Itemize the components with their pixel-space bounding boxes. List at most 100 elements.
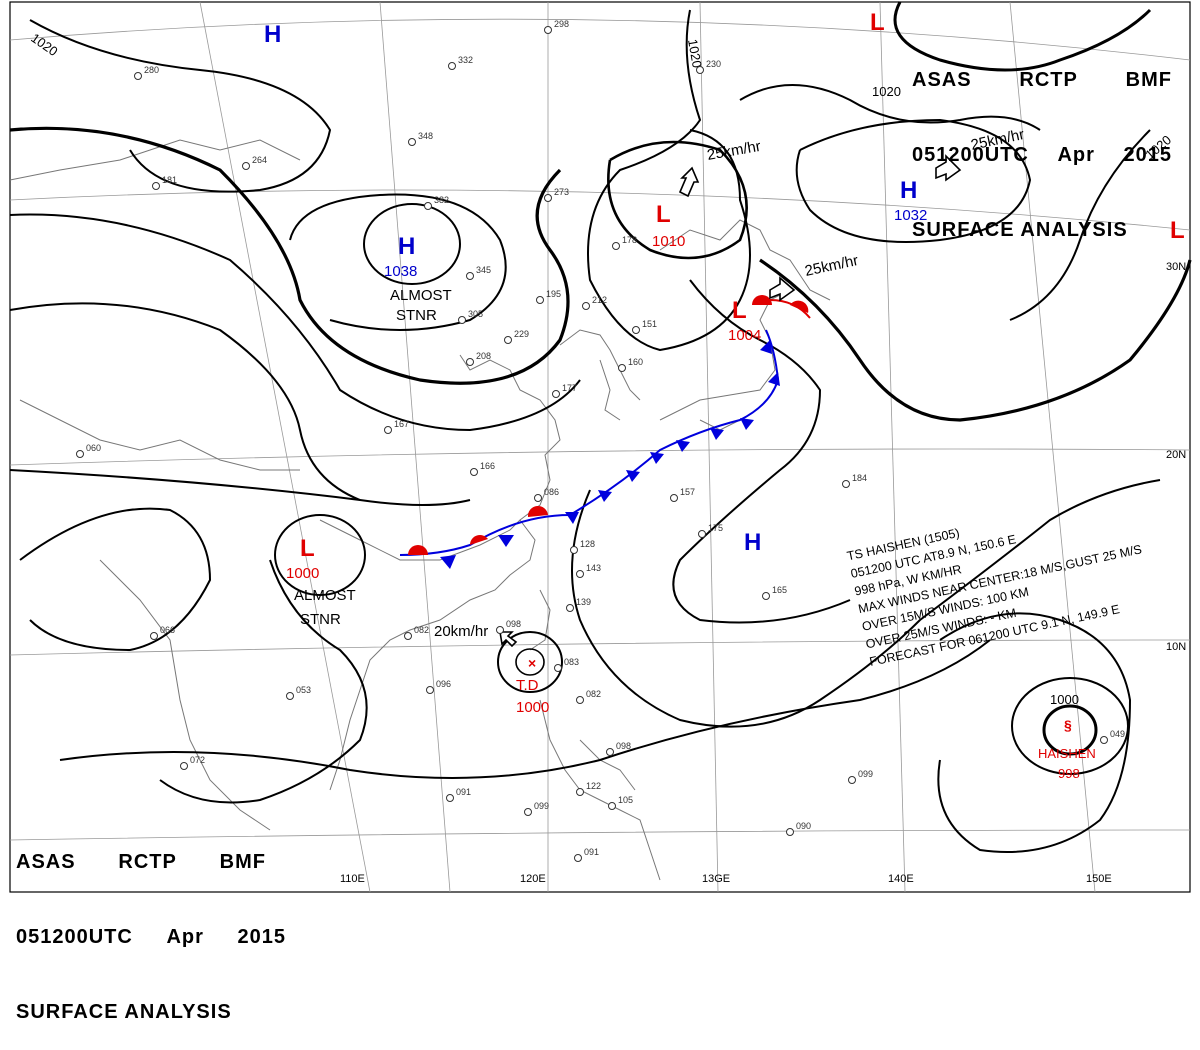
station-marker-icon [534, 494, 542, 502]
system-pressure: 1004 [728, 327, 761, 344]
station-value: 090 [796, 821, 811, 831]
system-type: L [870, 9, 885, 36]
isobar-label: 1020 [28, 30, 60, 59]
header-office: BMF [219, 851, 266, 873]
station-marker-icon [524, 808, 532, 816]
system-type: H [264, 21, 281, 48]
station-value: 264 [252, 155, 267, 165]
motion-speed: 25km/hr [803, 252, 860, 280]
station-value: 184 [852, 473, 867, 483]
low-pressure-center: L 1010 [652, 201, 685, 250]
header-agency: ASAS [16, 851, 76, 873]
station-value: 091 [584, 847, 599, 857]
station-value: 099 [534, 801, 549, 811]
system-type: L [300, 535, 315, 562]
station-value: 166 [480, 461, 495, 471]
station-value: 049 [1110, 729, 1125, 739]
station-marker-icon [152, 182, 160, 190]
station-value: 167 [394, 419, 409, 429]
station-value: 165 [772, 585, 787, 595]
lon-label: 150E [1086, 873, 1112, 885]
station-marker-icon [134, 72, 142, 80]
station-marker-icon [404, 632, 412, 640]
station-value: 151 [642, 319, 657, 329]
station-marker-icon [384, 426, 392, 434]
header-title: SURFACE ANALYSIS [16, 1001, 232, 1023]
station-marker-icon [544, 194, 552, 202]
station-marker-icon [180, 762, 188, 770]
typhoon-info: TS HAISHEN (1505) 051200 UTC AT8.9 N, 15… [846, 526, 1143, 669]
header-top: ASAS RCTP BMF 051200UTC Apr 2015 SURFACE… [912, 18, 1172, 268]
lat-label: 30N [1166, 261, 1186, 273]
motion-speed: 25km/hr [706, 138, 762, 164]
lon-label: 120E [520, 873, 546, 885]
td-label: T.D [516, 677, 539, 694]
arrow-icon [769, 276, 796, 302]
station-marker-icon [570, 546, 578, 554]
station-value: 273 [554, 187, 569, 197]
station-value: 096 [436, 679, 451, 689]
header-datetime: 051200UTC [912, 144, 1029, 166]
header-date-row: 051200UTC Apr 2015 [16, 925, 286, 950]
station-value: 181 [162, 175, 177, 185]
cold-front-symbol [440, 555, 456, 569]
low-pressure-center: L [870, 9, 885, 36]
station-marker-icon [612, 242, 620, 250]
warm-front-symbol [752, 295, 772, 305]
cold-front-symbol [598, 490, 612, 502]
stationary-front [399, 295, 811, 569]
station-value: 098 [616, 741, 631, 751]
station-marker-icon [696, 66, 704, 74]
header-agency-row: ASAS RCTP BMF [912, 68, 1172, 93]
station-value: 157 [680, 487, 695, 497]
station-marker-icon [448, 62, 456, 70]
isobar-label: 1020 [685, 38, 705, 69]
system-pressure: 1000 [286, 565, 319, 582]
lat-label: 10N [1166, 641, 1186, 653]
cold-front-symbol [565, 512, 579, 524]
warm-front-symbol [527, 505, 548, 517]
station-marker-icon [426, 686, 434, 694]
station-marker-icon [574, 854, 582, 862]
system-note: STNR [396, 307, 437, 324]
header-agency-row: ASAS RCTP BMF [16, 850, 266, 875]
station-marker-icon [576, 570, 584, 578]
station-marker-icon [576, 788, 584, 796]
station-value: 175 [708, 523, 723, 533]
cold-front-symbol [676, 440, 690, 452]
lon-label: 110E [340, 873, 365, 885]
station-value: 082 [414, 625, 429, 635]
header-year: 2015 [1123, 144, 1172, 166]
system-type: H [900, 177, 917, 204]
station-marker-icon [424, 202, 432, 210]
station-marker-icon [848, 776, 856, 784]
station-value: 139 [576, 597, 591, 607]
warm-front-symbol [790, 300, 809, 313]
station-value: 091 [456, 787, 471, 797]
station-value: 305 [468, 309, 483, 319]
station-marker-icon [552, 390, 560, 398]
station-marker-icon [544, 26, 552, 34]
system-type: L [656, 201, 671, 228]
header-datetime: 051200UTC [16, 926, 133, 948]
station-value: 382 [434, 195, 449, 205]
arrow-icon [678, 166, 700, 198]
header-agency: ASAS [912, 69, 972, 91]
cold-front-symbol [650, 452, 664, 464]
low-pressure-center: L 1000 ALMOST STNR [286, 535, 356, 628]
header-bottom: ASAS RCTP BMF 051200UTC Apr 2015 SURFACE… [16, 800, 316, 1050]
header-month: Apr [1057, 144, 1095, 166]
graticule [9, 1, 1191, 893]
system-type: H [744, 529, 761, 556]
axis-labels: 110E 120E 13GE 140E 150E 20N 10N 30N [340, 261, 1186, 885]
cold-front-symbol [740, 418, 754, 430]
station-marker-icon [76, 450, 84, 458]
station-value: 083 [564, 657, 579, 667]
cold-front-symbol [626, 470, 640, 482]
header-station: RCTP [118, 851, 177, 873]
lat-label: 20N [1166, 449, 1186, 461]
station-value: 177 [562, 383, 577, 393]
station-marker-icon [576, 696, 584, 704]
arrow-icon [499, 631, 518, 648]
station-value: 099 [858, 769, 873, 779]
